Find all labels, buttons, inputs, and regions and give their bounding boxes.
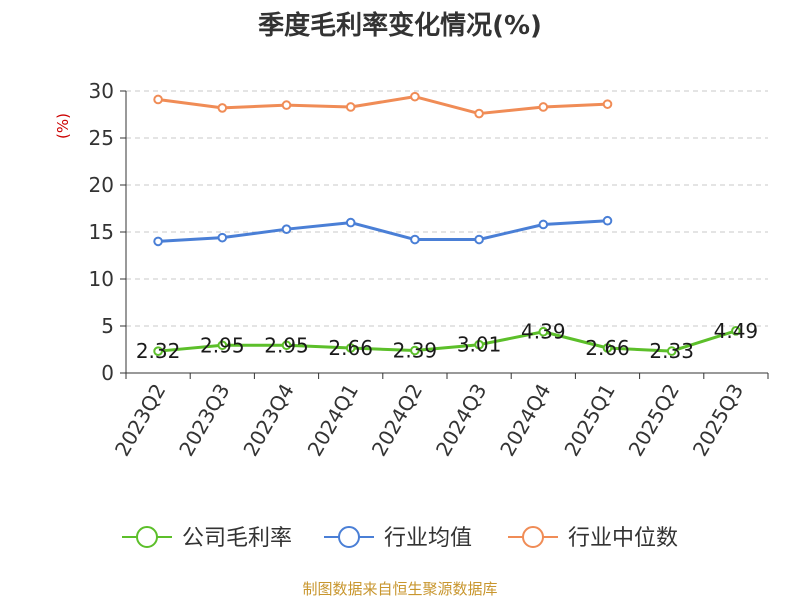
x-tick-label: 2025Q3 [688,380,748,461]
data-point [474,108,484,119]
data-point [281,100,292,110]
data-label: 4.39 [521,320,566,344]
data-point [602,99,613,109]
data-point [217,340,228,351]
data-point [345,102,356,112]
data-point [602,215,613,226]
legend-marker [338,526,360,548]
series-line [157,95,608,116]
chart-title: 季度毛利率变化情况(%) [258,10,542,41]
legend-item: 行业均值 [324,526,472,551]
data-label: 2.95 [200,333,245,357]
series-line [158,219,608,243]
data-point [731,325,741,336]
y-tick-label: 15 [89,220,114,244]
data-label: 2.39 [393,339,438,363]
data-point [153,94,163,105]
data-point [538,219,549,230]
data-point [538,326,549,337]
x-tick-label: 2025Q1 [559,380,619,461]
data-point [153,346,163,356]
data-label: 2.66 [328,336,373,360]
y-axis-label: (%) [54,113,72,139]
y-tick-label: 5 [101,314,114,338]
data-label: 2.33 [649,339,694,363]
data-point [217,103,228,113]
data-point [410,234,420,245]
x-tick-label: 2024Q1 [303,380,363,461]
data-point [410,91,420,102]
data-label: 2.66 [585,336,630,360]
source-note: 制图数据来自恒生聚源数据库 [302,580,497,598]
x-tick-label: 2023Q3 [174,380,234,461]
legend-item: 公司毛利率 [122,526,292,551]
data-point [153,236,163,247]
legend: 公司毛利率 行业均值 行业中位数 [122,526,678,551]
x-tick-label: 2023Q4 [238,380,298,461]
data-point [602,343,613,353]
data-point [345,217,356,228]
y-tick-label: 0 [101,361,114,385]
data-label: 2.32 [136,339,181,363]
data-point [345,343,356,353]
legend-label: 行业均值 [384,526,472,551]
data-label: 4.49 [714,319,759,343]
y-tick-label: 10 [89,267,114,291]
data-point [281,224,292,234]
x-tick-label: 2024Q4 [495,380,555,461]
data-point [474,339,484,350]
series-line [157,329,737,353]
grid-lines [126,90,768,327]
legend-marker [522,526,544,548]
x-tick-label: 2024Q3 [431,380,491,461]
data-label: 2.95 [264,333,309,357]
data-labels: 2.32 2.95 2.95 2.66 2.39 3.01 4.39 2.66 2.33 4.49 [136,319,758,363]
x-tick-label: 2023Q2 [110,380,170,461]
legend-item: 行业中位数 [508,526,678,551]
x-tick-label: 2025Q2 [624,380,684,461]
legend-label: 行业中位数 [568,526,678,551]
y-tick-label: 30 [89,79,114,103]
data-point [217,232,228,243]
series-lines [153,91,741,356]
data-point [410,345,420,356]
data-point [666,346,677,356]
y-tick-label: 25 [89,126,114,150]
data-point [538,102,549,112]
x-tick-label: 2024Q2 [367,380,427,461]
y-tick-label: 20 [89,173,114,197]
data-point [474,234,484,245]
legend-marker [136,526,158,548]
legend-label: 公司毛利率 [182,526,292,551]
data-point [281,340,292,351]
data-label: 3.01 [457,333,502,357]
